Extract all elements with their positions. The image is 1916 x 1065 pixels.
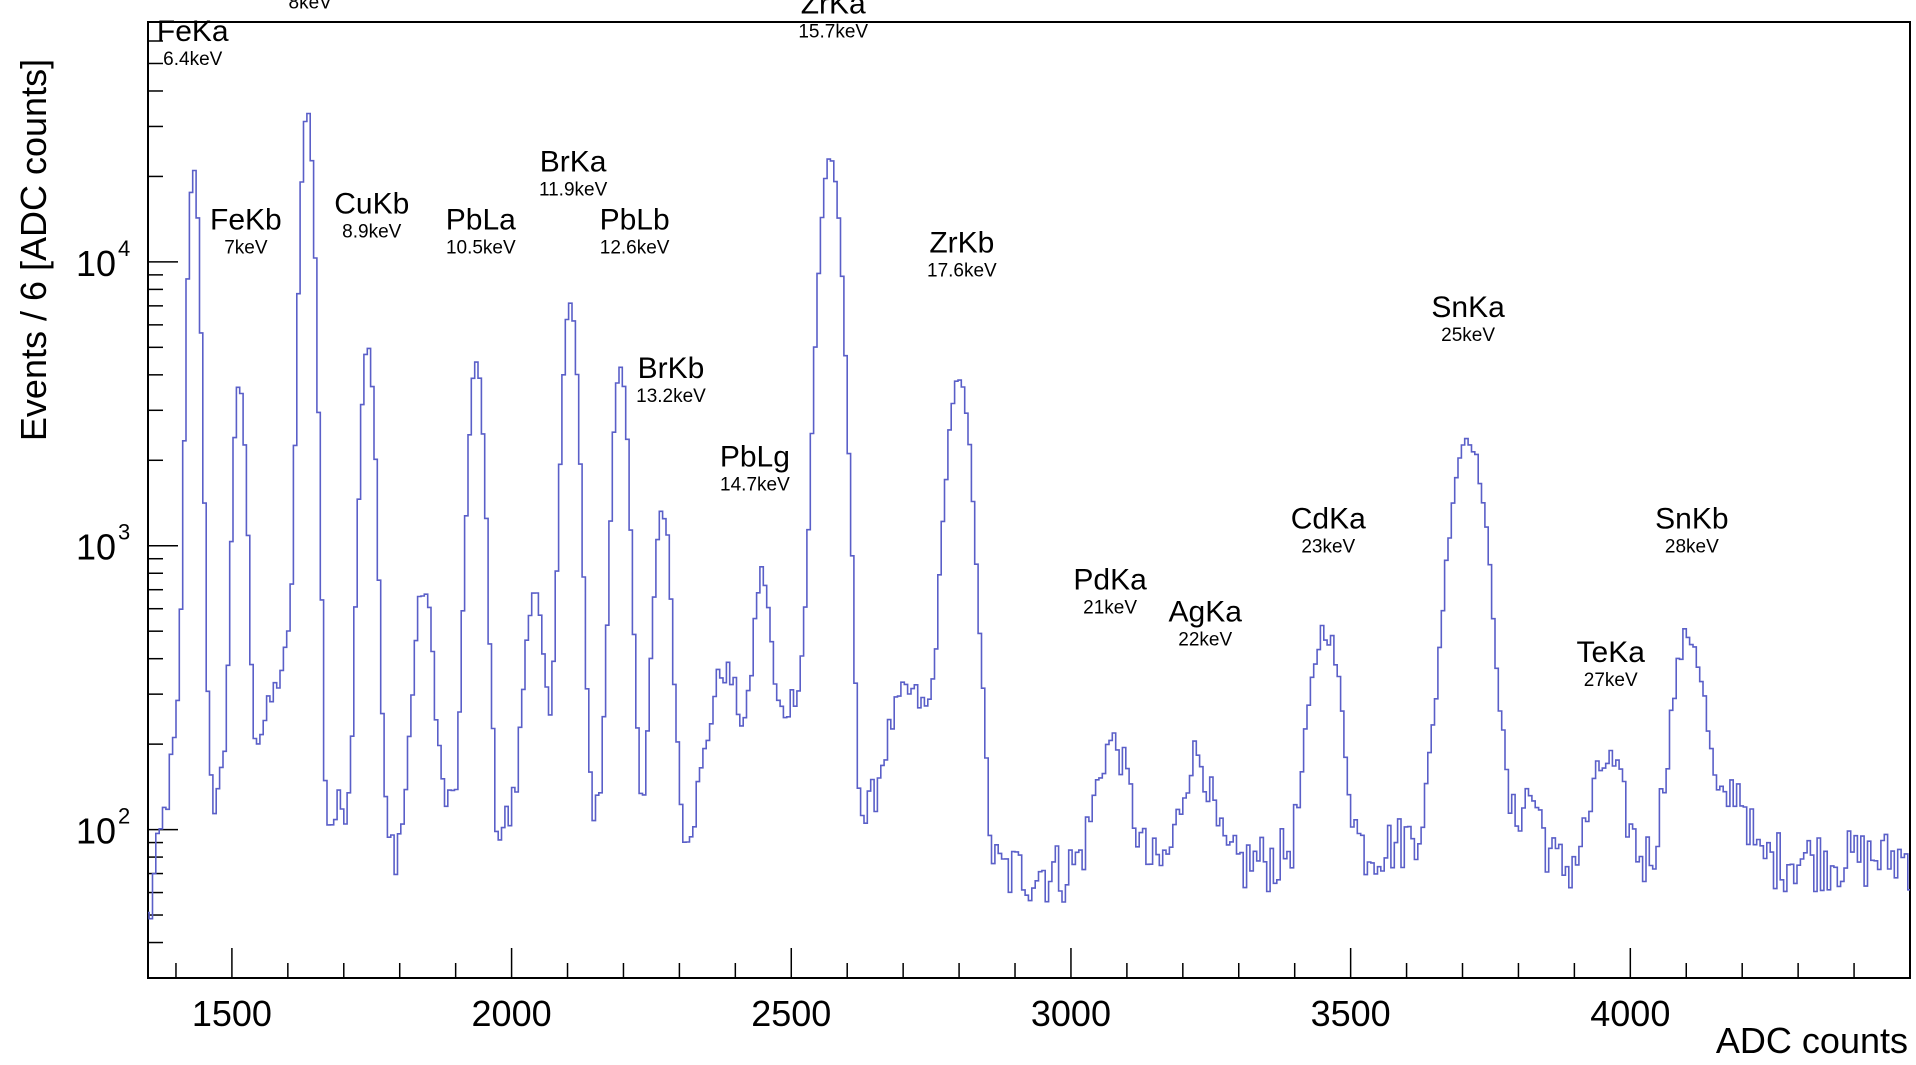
peak-name: FeKa	[157, 15, 229, 48]
peak-name: CuKb	[334, 188, 409, 221]
peak-name: PbLa	[446, 204, 516, 237]
y-tick-exponent: 2	[118, 804, 130, 829]
y-axis-title: Events / 6 [ADC counts]	[13, 59, 54, 441]
peak-energy: 27keV	[1584, 670, 1638, 691]
peak-energy: 14.7keV	[720, 475, 790, 496]
peak-name: ZrKa	[801, 0, 866, 20]
peak-energy: 10.5keV	[446, 238, 516, 259]
x-tick-label: 2000	[472, 993, 552, 1034]
peak-energy: 15.7keV	[798, 21, 868, 42]
peak-energy: 8.9keV	[342, 222, 401, 243]
peak-energy: 13.2keV	[636, 386, 706, 407]
y-tick-label: 10	[76, 527, 116, 568]
y-tick-exponent: 3	[118, 520, 130, 545]
peak-name: CdKa	[1291, 503, 1366, 536]
y-tick-label: 10	[76, 811, 116, 852]
peak-energy: 22keV	[1178, 630, 1232, 651]
peak-name: BrKb	[638, 352, 705, 385]
x-tick-label: 4000	[1590, 993, 1670, 1034]
x-axis-title: ADC counts	[1716, 1020, 1908, 1061]
peak-energy: 7keV	[224, 238, 268, 259]
peak-name: PbLb	[600, 204, 670, 237]
peak-name: SnKb	[1655, 503, 1728, 536]
peak-name: SnKa	[1431, 291, 1505, 324]
x-ticks: 1500 2000 2500 3000 3500 4000	[175, 948, 1911, 1034]
histogram-line	[148, 112, 1910, 920]
peak-energy: 21keV	[1083, 598, 1137, 619]
x-tick-label: 1500	[192, 993, 272, 1034]
peak-name: AgKa	[1169, 596, 1243, 629]
peak-name: TeKa	[1577, 636, 1646, 669]
peak-energy: 25keV	[1441, 325, 1495, 346]
x-tick-label: 3000	[1031, 993, 1111, 1034]
peak-energy: 6.4keV	[163, 49, 222, 70]
peak-name: PbLg	[720, 441, 790, 474]
peak-energy: 8keV	[289, 0, 333, 13]
peak-energy: 17.6keV	[927, 260, 997, 281]
x-tick-label: 2500	[751, 993, 831, 1034]
y-minor-ticks	[148, 21, 178, 979]
peak-annotation: CuKa8keV	[289, 0, 333, 13]
peak-energy: 11.9keV	[539, 180, 608, 201]
peak-name: PdKa	[1073, 564, 1147, 597]
peak-name: ZrKb	[929, 226, 994, 259]
y-tick-label: 10	[76, 243, 116, 284]
peak-energy: 23keV	[1301, 537, 1355, 558]
peak-name: BrKa	[540, 146, 607, 179]
peak-name: FeKb	[210, 204, 282, 237]
plot-frame	[147, 21, 1911, 979]
peak-energy: 12.6keV	[600, 238, 670, 259]
peak-energy: 28keV	[1665, 537, 1719, 558]
x-tick-label: 3500	[1311, 993, 1391, 1034]
y-tick-exponent: 4	[118, 236, 130, 261]
